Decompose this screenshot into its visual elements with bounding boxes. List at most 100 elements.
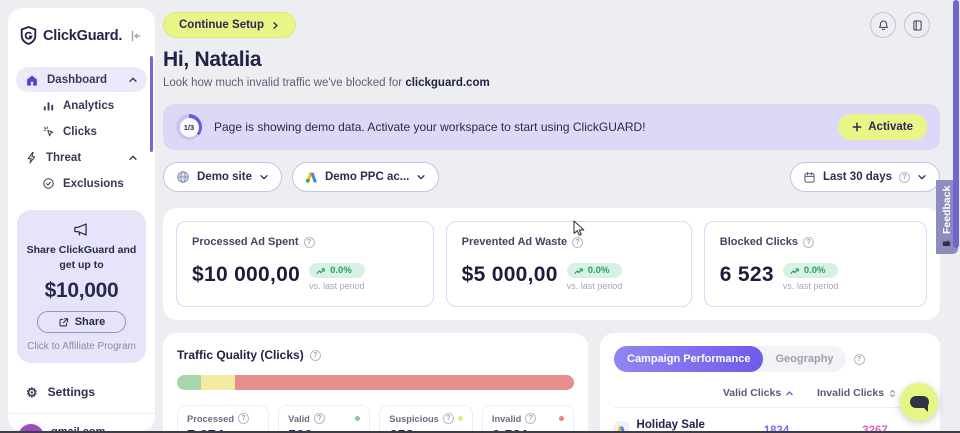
stat-compare: vs. last period bbox=[782, 281, 839, 291]
chevron-right-icon bbox=[271, 21, 280, 30]
site-selector[interactable]: Demo site bbox=[163, 162, 282, 192]
help-icon[interactable]: ? bbox=[853, 353, 865, 365]
tab-geography[interactable]: Geography bbox=[775, 353, 834, 365]
sidebar-nav: Dashboard Analytics Clicks Threat Exclus… bbox=[8, 67, 155, 196]
globe-icon bbox=[176, 170, 190, 184]
traffic-quality-title: Traffic Quality (Clicks) bbox=[177, 348, 304, 362]
demo-data-banner: 1/3 Page is showing demo data. Activate … bbox=[163, 104, 940, 150]
invalid-clicks-value[interactable]: 3267 bbox=[862, 425, 888, 433]
feedback-label: Feedback bbox=[941, 185, 953, 235]
stat-value: 6 523 bbox=[719, 263, 774, 286]
metric-value: 6 521 bbox=[492, 428, 564, 433]
page-title: Hi, Natalia bbox=[163, 48, 262, 71]
share-amount: $10,000 bbox=[44, 279, 119, 303]
docs-button[interactable] bbox=[904, 12, 930, 38]
share-button[interactable]: Share bbox=[36, 311, 127, 334]
tab-group: Campaign Performance Geography bbox=[614, 346, 846, 372]
column-label: Valid Clicks bbox=[722, 387, 782, 399]
logo-text: ClickGuard. bbox=[43, 27, 123, 44]
setup-progress-ring: 1/3 bbox=[176, 114, 202, 140]
metric-value: 7 674 bbox=[187, 428, 259, 433]
metric-processed: Processed? 7 674 +0.00% bbox=[177, 405, 270, 433]
affiliate-link-text[interactable]: Click to Affiliate Program bbox=[27, 341, 136, 353]
sidebar-item-dashboard[interactable]: Dashboard bbox=[16, 67, 147, 92]
sidebar-item-exclusions[interactable]: Exclusions bbox=[16, 171, 147, 196]
help-icon[interactable]: ? bbox=[572, 236, 584, 248]
chevron-down-icon bbox=[259, 172, 269, 182]
external-link-icon bbox=[58, 317, 69, 328]
metric-value: 500 bbox=[288, 428, 360, 433]
check-circle-icon bbox=[42, 177, 55, 190]
stat-card-blocked-clicks: Blocked Clicks? 6 523 0.0% vs. last peri… bbox=[703, 221, 927, 307]
notifications-button[interactable] bbox=[870, 12, 896, 38]
chevron-down-icon bbox=[416, 172, 426, 182]
valid-clicks-value[interactable]: 1834 bbox=[763, 425, 790, 433]
stat-label: Blocked Clicks bbox=[719, 236, 799, 248]
stat-compare: vs. last period bbox=[309, 281, 365, 291]
chat-launcher-button[interactable] bbox=[900, 383, 938, 421]
date-range-selector[interactable]: Last 30 days ? bbox=[789, 162, 940, 192]
chat-bubble-icon bbox=[909, 396, 929, 412]
tab-campaign-performance[interactable]: Campaign Performance bbox=[614, 346, 764, 372]
feedback-tab[interactable]: Feedback bbox=[936, 180, 958, 254]
sidebar-item-analytics[interactable]: Analytics bbox=[16, 93, 147, 118]
column-invalid-clicks[interactable]: Invalid Clicks bbox=[806, 387, 908, 399]
trend-up-icon bbox=[574, 267, 584, 275]
share-text-line2: get up to bbox=[59, 259, 104, 272]
scrollbar-thumb[interactable] bbox=[953, 0, 959, 248]
sidebar-item-clicks[interactable]: Clicks bbox=[16, 119, 147, 144]
click-cursor-icon bbox=[42, 125, 55, 138]
date-range-value: Last 30 days bbox=[822, 171, 892, 183]
stat-card-processed-ad-spent: Processed Ad Spent? $10 000,00 0.0% vs. … bbox=[176, 221, 434, 307]
chevron-down-icon bbox=[917, 172, 927, 182]
home-icon bbox=[25, 73, 39, 87]
bar-segment-invalid bbox=[234, 375, 574, 390]
help-icon[interactable]: ? bbox=[313, 413, 325, 424]
setup-progress-step: 1/3 bbox=[179, 117, 199, 137]
help-icon[interactable]: ? bbox=[303, 236, 315, 248]
column-label: Invalid Clicks bbox=[816, 387, 885, 399]
continue-setup-button[interactable]: Continue Setup bbox=[163, 12, 296, 38]
stat-card-prevented-ad-waste: Prevented Ad Waste? $5 000,00 0.0% vs. l… bbox=[445, 221, 692, 307]
stat-label: Processed Ad Spent bbox=[192, 236, 299, 248]
share-button-label: Share bbox=[74, 316, 106, 329]
bar-segment-suspicious bbox=[200, 375, 235, 390]
stat-value: $5 000,00 bbox=[461, 263, 558, 286]
account-name: gmail.com bbox=[51, 426, 106, 433]
book-icon bbox=[911, 19, 924, 32]
activate-button[interactable]: Activate bbox=[838, 114, 927, 140]
sidebar-item-threat[interactable]: Threat bbox=[16, 145, 147, 170]
kpi-cards: Processed Ad Spent? $10 000,00 0.0% vs. … bbox=[163, 208, 940, 320]
ppc-account-selector[interactable]: Demo PPC ac... bbox=[291, 162, 440, 192]
share-text-line1: Share ClickGuard and bbox=[26, 244, 137, 256]
plus-icon bbox=[852, 122, 862, 132]
affiliate-share-card: Share ClickGuard and get up to $10,000 S… bbox=[17, 210, 146, 364]
sidebar-item-settings[interactable]: ⚙ Settings bbox=[8, 385, 155, 399]
column-valid-clicks[interactable]: Valid Clicks bbox=[711, 387, 806, 399]
help-icon[interactable]: ? bbox=[309, 349, 321, 361]
main-content: Continue Setup Hi, Natalia Look how much… bbox=[163, 0, 940, 433]
help-icon[interactable]: ? bbox=[899, 171, 910, 183]
google-ads-icon bbox=[305, 171, 318, 184]
help-icon[interactable]: ? bbox=[238, 413, 250, 424]
help-icon[interactable]: ? bbox=[803, 236, 815, 248]
collapse-sidebar-icon[interactable] bbox=[129, 29, 143, 43]
metric-suspicious: Suspicious? 653 +0.00% bbox=[379, 405, 473, 433]
sort-asc-icon bbox=[785, 389, 794, 398]
page-subtitle: Look how much invalid traffic we've bloc… bbox=[163, 77, 940, 89]
help-icon[interactable]: ? bbox=[525, 413, 537, 424]
bar-chart-icon bbox=[42, 99, 55, 112]
clickguard-shield-logo-icon bbox=[20, 26, 37, 45]
status-dot-suspicious bbox=[457, 416, 463, 421]
subtitle-text: Look how much invalid traffic we've bloc… bbox=[163, 77, 406, 89]
page-scrollbar[interactable] bbox=[953, 0, 959, 433]
table-row[interactable]: Holiday Sale Campaign 1834 3267 bbox=[614, 408, 926, 433]
status-dot-valid bbox=[355, 416, 361, 421]
calendar-icon bbox=[803, 171, 816, 184]
sidebar-scrollbar[interactable] bbox=[150, 56, 153, 152]
traffic-quality-stacked-bar bbox=[177, 375, 574, 390]
bar-segment-valid bbox=[177, 375, 201, 390]
chevron-up-icon bbox=[128, 75, 138, 85]
campaign-performance-card: Campaign Performance Geography ? Valid C… bbox=[600, 333, 940, 433]
help-icon[interactable]: ? bbox=[442, 413, 454, 424]
